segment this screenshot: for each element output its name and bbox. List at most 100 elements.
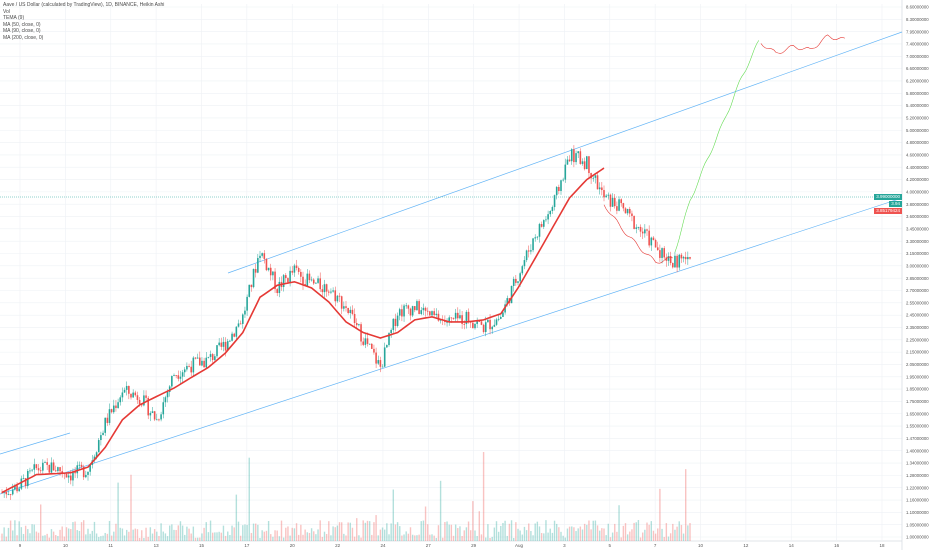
candle-body [588, 156, 590, 174]
volume-bar [682, 533, 685, 541]
volume-bar [117, 482, 119, 541]
volume-bar [48, 537, 50, 541]
candle-body [183, 369, 186, 373]
candle-body [656, 247, 659, 251]
volume-bar [300, 524, 302, 541]
candle-body [143, 395, 145, 406]
candle-body [54, 470, 57, 472]
candle-body [418, 301, 420, 314]
volume-bar [680, 524, 683, 541]
candle-body [100, 435, 102, 441]
candle-body [297, 268, 300, 272]
volume-bar [248, 457, 250, 541]
volume-bar [267, 520, 270, 541]
volume-bar [330, 535, 332, 541]
candle-body [545, 219, 547, 221]
volume-bar [18, 521, 20, 541]
candle-body [267, 267, 270, 271]
candle-body [308, 273, 311, 281]
volume-bar [334, 527, 336, 541]
volume-bar [605, 535, 607, 541]
candle-body [201, 360, 203, 366]
candle-body [37, 468, 40, 471]
volume-bar [276, 530, 278, 541]
volume-bar [386, 523, 388, 541]
candle-body [239, 323, 242, 325]
volume-bar [70, 529, 72, 541]
volume-bar [560, 531, 562, 541]
candle-body [330, 291, 332, 293]
x-tick-label: 12 [743, 543, 749, 548]
candle-body [117, 402, 119, 409]
candle-body [347, 307, 349, 313]
volume-bar [270, 534, 272, 541]
x-tick-label: 15 [199, 543, 205, 548]
candle-body [242, 314, 244, 324]
candle-body [454, 312, 457, 319]
volume-bar [609, 537, 612, 541]
candle-body [463, 323, 466, 325]
volume-bar [685, 469, 687, 541]
volume-bar [37, 532, 40, 541]
volume-bar [513, 537, 515, 541]
candle-body [343, 306, 345, 309]
volume-bar [295, 523, 298, 541]
volume-bar [192, 526, 195, 541]
volume-bar [399, 526, 401, 541]
volume-bar [648, 524, 650, 541]
candle-body [336, 295, 339, 302]
candle-body [220, 342, 223, 347]
candle-body [379, 360, 382, 367]
candle-body [558, 186, 560, 191]
candle-body [433, 311, 435, 315]
candle-body [295, 265, 298, 269]
candle-body [676, 255, 678, 268]
channel-lower [0, 197, 903, 495]
volume-bar [7, 527, 10, 541]
candle-body [351, 309, 354, 314]
legend-vol: Vol [3, 8, 10, 15]
volume-bar [614, 523, 616, 541]
volume-bar [485, 537, 487, 541]
candle-body [680, 254, 683, 259]
candle-body [80, 464, 83, 467]
volume-bar [396, 522, 399, 541]
candle-body [272, 271, 274, 276]
candle-body [633, 215, 635, 229]
volume-bar [392, 489, 394, 541]
candle-body [156, 419, 158, 421]
volume-bar [663, 536, 665, 541]
candle-body [164, 397, 167, 403]
candle-body [459, 315, 461, 319]
candle-body [166, 391, 169, 398]
volume-bar [659, 488, 661, 541]
price-badge-second: 3.94 [889, 201, 902, 207]
candle-body [392, 318, 395, 330]
volume-bar [407, 533, 410, 541]
candle-body [119, 397, 122, 403]
y-tick-label: 1.10000000 [906, 510, 929, 515]
x-tick-label: 14 [789, 543, 795, 548]
candle-body [345, 306, 347, 308]
candle-body [321, 289, 324, 293]
candle-body [669, 256, 672, 264]
volume-bar [470, 530, 472, 541]
volume-bar [151, 533, 154, 541]
legend-ma200: MA (200, close, 0) [3, 34, 44, 41]
candle-body [622, 203, 625, 209]
candle-body [186, 365, 188, 370]
candle-body [388, 333, 390, 346]
candle-body [50, 462, 53, 473]
candle-body [566, 159, 569, 165]
candle-body [278, 281, 281, 294]
volume-bar [416, 535, 418, 541]
volume-bar [379, 529, 382, 541]
candle-body [564, 164, 567, 180]
volume-bar [138, 537, 141, 541]
candle-body [128, 385, 130, 394]
volume-bar [246, 524, 248, 541]
volume-bar [644, 529, 646, 541]
volume-bar [145, 527, 147, 541]
candle-body [87, 471, 89, 475]
